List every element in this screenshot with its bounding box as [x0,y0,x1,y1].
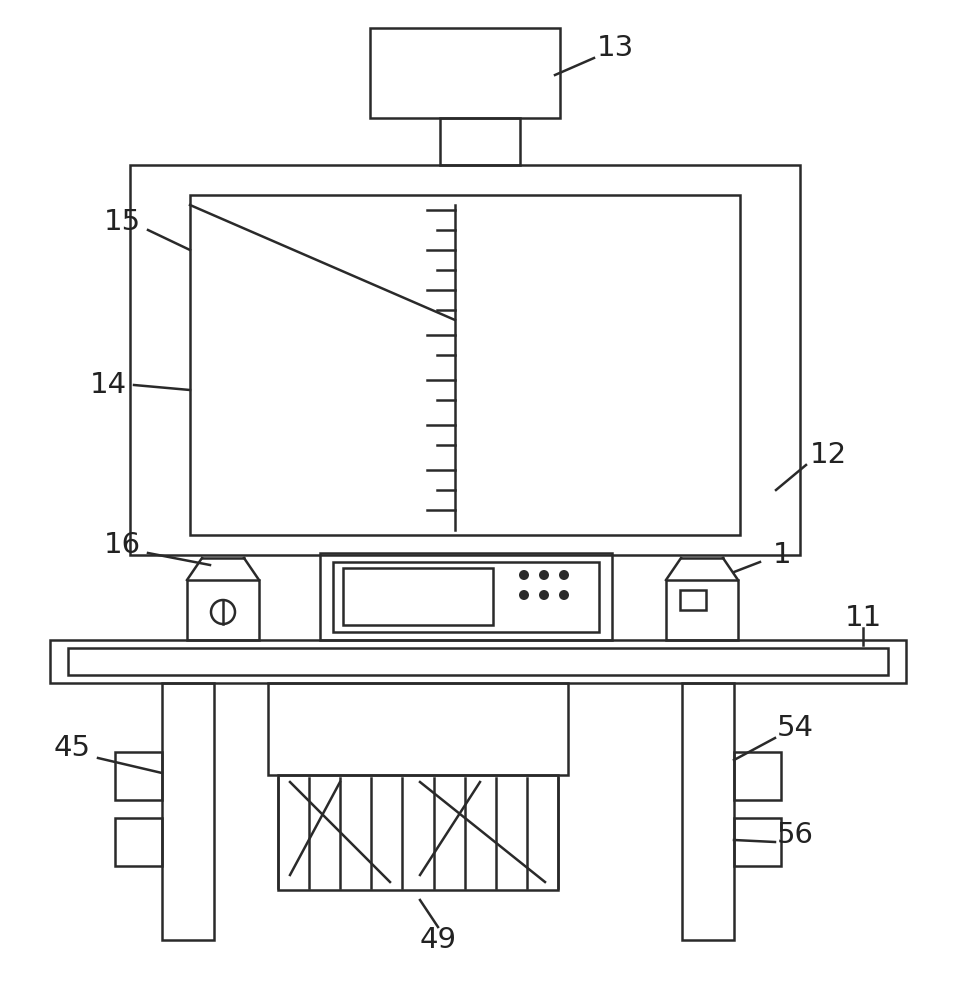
Bar [666,580,738,640]
Text: 16: 16 [103,531,141,559]
Bar [734,752,781,800]
Bar [162,683,214,940]
Bar [115,818,162,866]
Bar [68,648,888,675]
Circle shape [519,590,529,600]
Bar [333,562,599,632]
Bar [680,590,706,610]
Circle shape [539,590,549,600]
Circle shape [559,590,569,600]
Text: 45: 45 [54,734,91,762]
Circle shape [539,570,549,580]
Text: 54: 54 [776,714,814,742]
Bar [370,28,560,118]
Bar [734,818,781,866]
Bar [278,775,558,890]
Bar [682,683,734,940]
Text: 13: 13 [597,34,634,62]
Bar [343,568,493,625]
Text: 56: 56 [776,821,814,849]
Text: 14: 14 [90,371,126,399]
Text: 1: 1 [772,541,792,569]
Text: 15: 15 [103,208,141,236]
Bar [130,165,800,555]
Bar [320,553,612,640]
Bar [190,195,740,535]
Bar [187,580,259,640]
Bar [440,118,520,165]
Text: 11: 11 [844,604,881,632]
Bar [268,683,568,775]
Text: 12: 12 [810,441,847,469]
Bar [115,752,162,800]
Circle shape [519,570,529,580]
Text: 49: 49 [420,926,457,954]
Bar [50,640,906,683]
Circle shape [559,570,569,580]
